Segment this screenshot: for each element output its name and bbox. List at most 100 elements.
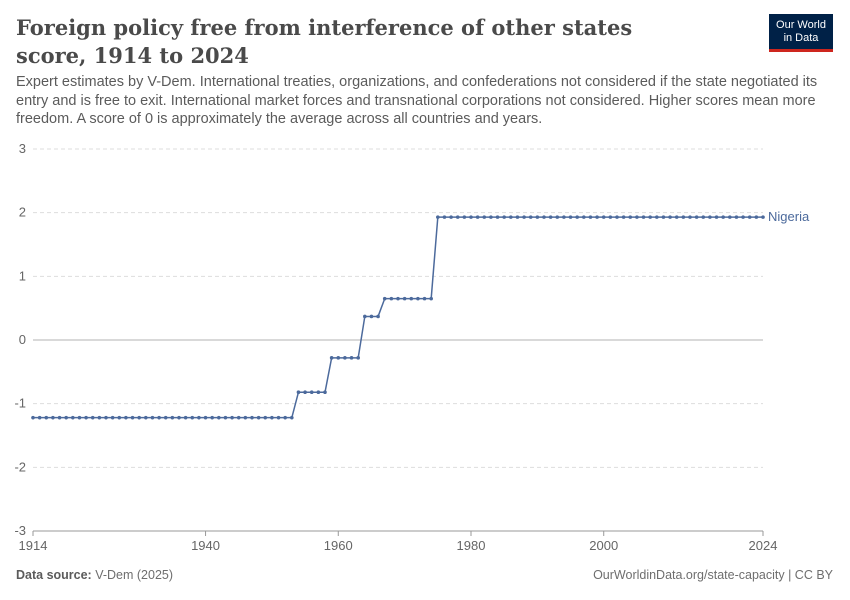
data-point xyxy=(655,215,659,219)
data-point xyxy=(130,415,135,420)
data-point xyxy=(183,415,188,420)
data-point xyxy=(595,215,599,219)
data-point xyxy=(396,296,400,301)
data-point xyxy=(694,215,699,219)
footer-link[interactable]: OurWorldinData.org/state-capacity | CC B… xyxy=(593,568,833,582)
y-tick-label: 2 xyxy=(19,205,26,220)
data-point xyxy=(542,215,546,219)
data-point xyxy=(509,215,513,219)
data-point xyxy=(51,415,55,420)
data-point xyxy=(64,415,68,420)
data-point xyxy=(601,215,606,219)
data-point xyxy=(708,215,712,219)
data-source: Data source: V-Dem (2025) xyxy=(16,568,173,582)
data-point xyxy=(402,296,407,301)
data-point xyxy=(568,215,573,219)
series-line-nigeria xyxy=(33,216,763,419)
data-point xyxy=(71,415,75,420)
data-point xyxy=(117,415,122,420)
owid-logo[interactable]: Our World in Data xyxy=(769,14,833,52)
logo-line-2: in Data xyxy=(783,31,819,44)
data-point xyxy=(296,390,301,395)
y-tick-label: 1 xyxy=(19,268,26,283)
logo-line-1: Our World xyxy=(776,18,826,31)
data-point xyxy=(728,215,732,219)
data-point xyxy=(409,296,414,301)
data-point xyxy=(721,215,725,219)
data-point xyxy=(628,215,633,219)
data-point xyxy=(376,314,380,319)
data-point xyxy=(582,215,586,219)
data-point xyxy=(422,296,427,301)
data-point xyxy=(316,390,321,395)
data-point xyxy=(144,415,148,420)
data-point xyxy=(303,390,307,395)
data-point xyxy=(97,415,102,420)
data-point xyxy=(104,415,108,420)
data-point xyxy=(223,415,228,420)
data-point xyxy=(190,415,195,420)
data-point xyxy=(343,356,347,360)
data-point xyxy=(436,215,440,219)
data-point xyxy=(349,356,354,360)
data-point xyxy=(635,215,639,219)
data-point xyxy=(256,415,261,420)
data-point xyxy=(382,296,387,301)
data-point xyxy=(37,415,42,420)
data-point xyxy=(170,415,175,420)
data-point xyxy=(714,215,719,219)
data-point xyxy=(290,415,294,420)
x-tick-label: 1940 xyxy=(191,538,220,553)
data-point xyxy=(90,415,95,420)
data-point xyxy=(489,215,493,219)
data-point xyxy=(761,215,765,219)
data-point xyxy=(230,415,234,420)
data-point xyxy=(528,215,533,219)
data-point xyxy=(57,415,62,420)
data-point xyxy=(329,356,334,360)
chart-subtitle: Expert estimates by V-Dem. International… xyxy=(16,74,818,127)
data-point xyxy=(741,215,745,219)
data-point xyxy=(522,215,526,219)
data-point xyxy=(416,296,420,301)
data-point xyxy=(356,356,360,360)
data-point xyxy=(555,215,560,219)
x-tick-label: 2024 xyxy=(749,538,778,553)
series-label-nigeria: Nigeria xyxy=(768,209,810,224)
y-tick-label: -2 xyxy=(14,459,26,474)
data-point xyxy=(681,215,686,219)
data-source-value[interactable]: V-Dem (2025) xyxy=(95,568,174,582)
data-point xyxy=(210,415,214,420)
data-point xyxy=(482,215,487,219)
data-point xyxy=(701,215,706,219)
data-point xyxy=(44,415,49,420)
data-point xyxy=(515,215,520,219)
data-point xyxy=(243,415,248,420)
data-point xyxy=(495,215,500,219)
data-point xyxy=(250,415,254,420)
data-point xyxy=(323,390,327,395)
data-point xyxy=(124,415,128,420)
data-point xyxy=(369,314,374,319)
data-point xyxy=(363,314,367,319)
x-tick-label: 1960 xyxy=(324,538,353,553)
data-point xyxy=(197,415,201,420)
y-tick-label: 3 xyxy=(19,141,26,156)
y-tick-label: -1 xyxy=(14,396,26,411)
x-tick-label: 2000 xyxy=(589,538,618,553)
data-point xyxy=(449,215,453,219)
data-point xyxy=(548,215,553,219)
data-point xyxy=(283,415,287,420)
data-point xyxy=(455,215,460,219)
y-tick-label: -3 xyxy=(14,523,26,538)
data-point xyxy=(469,215,473,219)
data-point xyxy=(747,215,752,219)
data-point xyxy=(77,415,82,420)
data-point xyxy=(270,415,274,420)
data-point xyxy=(177,415,181,420)
data-point xyxy=(562,215,566,219)
data-point xyxy=(621,215,626,219)
data-point xyxy=(688,215,692,219)
data-point xyxy=(648,215,652,219)
